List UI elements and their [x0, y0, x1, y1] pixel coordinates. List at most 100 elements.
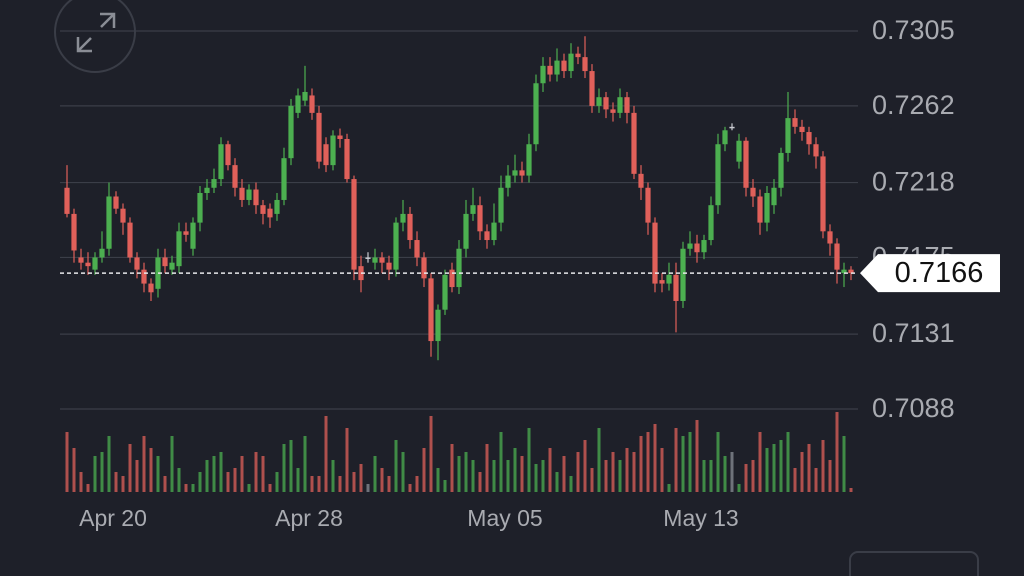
volume-bar	[849, 488, 853, 492]
volume-bar	[163, 476, 167, 492]
volume-bar	[702, 460, 706, 492]
candle-body	[820, 156, 826, 232]
candle-body	[603, 97, 609, 110]
candle-body	[435, 309, 441, 342]
candle-body	[246, 189, 252, 200]
y-tick-label: 0.7305	[872, 15, 955, 45]
candle-body	[624, 97, 630, 113]
volume-bar	[429, 416, 433, 492]
candle-body	[232, 165, 238, 188]
volume-bar	[674, 428, 678, 492]
candle-body	[281, 158, 287, 200]
candle-body	[813, 144, 819, 157]
candle-body	[71, 213, 77, 251]
candle-body	[771, 187, 777, 206]
last-price-box	[860, 254, 1000, 293]
volume-bar	[639, 436, 643, 492]
candle-body	[414, 240, 420, 258]
candle-body	[470, 205, 476, 214]
volume-bar	[506, 460, 510, 492]
candle-body	[673, 274, 679, 301]
candle-body	[638, 173, 644, 188]
candle-body	[442, 274, 448, 310]
candle-body	[701, 240, 707, 253]
last-price-tag: 0.7166	[860, 254, 1000, 293]
candle-body	[526, 144, 532, 176]
volume-bar	[226, 472, 230, 492]
volume-bar	[723, 456, 727, 492]
volume-bar	[842, 436, 846, 492]
volume-bar	[107, 436, 111, 492]
volume-bar	[751, 460, 755, 492]
expand-icon	[76, 12, 116, 53]
volume-bar	[597, 428, 601, 492]
volume-bar	[198, 472, 202, 492]
candle-body	[456, 248, 462, 288]
candle-body	[463, 213, 469, 249]
volume-bar	[324, 416, 328, 492]
volume-bar	[485, 444, 489, 492]
candle-body	[792, 118, 798, 127]
volume-bar	[275, 472, 279, 492]
candle-body	[687, 243, 693, 249]
candle-body	[267, 208, 273, 218]
volume-bar	[373, 456, 377, 492]
volume-bar	[562, 456, 566, 492]
volume-bar	[317, 476, 321, 492]
y-tick-label: 0.7131	[872, 318, 955, 348]
candle-body	[295, 95, 301, 113]
candle-body	[799, 126, 805, 133]
volume-bar	[618, 460, 622, 492]
candle-body	[260, 205, 266, 214]
candle-body	[190, 222, 196, 249]
x-tick-label: May 13	[663, 505, 738, 531]
volume-bar	[401, 452, 405, 492]
volume-bar	[65, 432, 69, 492]
volume-bar	[254, 452, 258, 492]
bottom-button[interactable]	[849, 551, 979, 576]
volume-bar	[814, 468, 818, 492]
volume-bar	[786, 432, 790, 492]
candle-body	[183, 231, 189, 235]
volume-bar	[296, 468, 300, 492]
volume-bar	[303, 436, 307, 492]
volume-bar	[86, 484, 90, 492]
volume-bar	[93, 456, 97, 492]
candle-body	[841, 269, 847, 274]
candle-body	[169, 262, 175, 270]
candle-body	[575, 53, 581, 58]
candle-body	[806, 132, 812, 145]
volume-bar	[177, 468, 181, 492]
candle-body	[477, 205, 483, 232]
candle-body	[225, 144, 231, 166]
expand-button-ring	[54, 0, 136, 73]
volume-bar	[499, 432, 503, 492]
volume-bar	[709, 460, 713, 492]
candle-body	[561, 60, 567, 72]
candle-body	[120, 208, 126, 223]
volume-bar	[632, 452, 636, 492]
candle-body	[204, 187, 210, 193]
x-tick-label: Apr 20	[79, 505, 147, 531]
candle-body	[428, 278, 434, 342]
volume-bar	[548, 448, 552, 492]
volume-bar	[695, 420, 699, 492]
candle-body	[519, 170, 525, 176]
candle-body	[848, 269, 854, 274]
expand-button[interactable]	[54, 0, 136, 73]
candle-body	[652, 222, 658, 284]
volume-bar	[100, 452, 104, 492]
y-tick-label: 0.7218	[872, 167, 955, 197]
candle-body	[99, 248, 105, 258]
volume-bar	[338, 476, 342, 492]
volume-bar	[422, 448, 426, 492]
volume-bar	[191, 484, 195, 492]
volume-bar	[79, 472, 83, 492]
candle-body	[610, 109, 616, 113]
candle-body	[351, 179, 357, 270]
candle-body	[316, 112, 322, 162]
candle-body	[750, 187, 756, 197]
candle-body	[330, 135, 336, 166]
candle-body	[337, 135, 343, 139]
candle-body	[344, 139, 350, 180]
